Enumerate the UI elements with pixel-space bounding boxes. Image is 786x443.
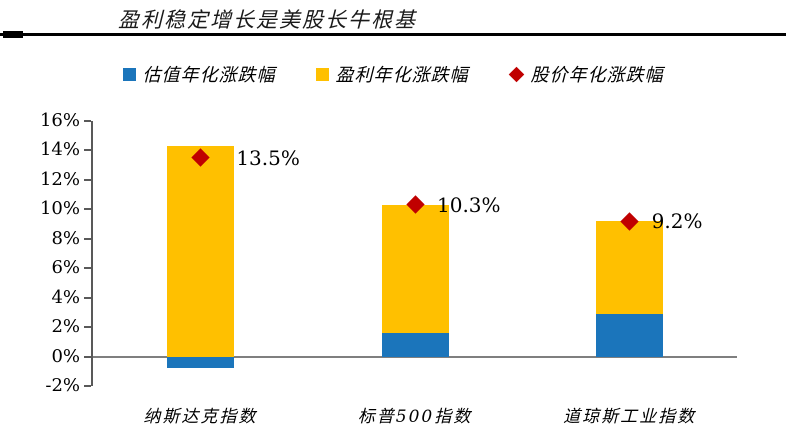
y-tick-mark (84, 208, 91, 211)
category-label: 标普500指数 (357, 407, 473, 427)
legend-label-price: 股价年化涨跌幅 (530, 65, 664, 86)
bar-segment-valuation (596, 313, 664, 357)
y-tick-mark (84, 120, 91, 122)
y-tick-label: 8% (51, 227, 80, 249)
legend-item-earnings: 盈利年化涨跌幅 (315, 61, 469, 87)
y-tick-label: 6% (51, 257, 80, 279)
bar-segment-valuation (166, 356, 234, 369)
price-label: 10.3% (437, 192, 501, 217)
y-tick-mark (84, 149, 91, 152)
y-tick-mark (84, 267, 91, 270)
y-tick-mark (84, 355, 91, 358)
bar-segment-earnings (596, 221, 664, 314)
y-tick-mark (84, 296, 91, 299)
price-label: 9.2% (651, 209, 703, 234)
price-label: 13.5% (236, 145, 300, 170)
legend-item-valuation: 估值年化涨跌幅 (122, 61, 276, 87)
y-tick-label: 16% (39, 110, 80, 131)
category-label: 道琼斯工业指数 (563, 407, 697, 427)
bar-segment-valuation (381, 333, 449, 357)
y-tick-label: 0% (51, 345, 80, 367)
blue-square-icon (122, 67, 136, 81)
bar-segment-earnings (381, 204, 449, 333)
y-tick-label: 4% (51, 286, 80, 308)
title-divider (0, 31, 786, 38)
chart-legend: 估值年化涨跌幅 盈利年化涨跌幅 股价年化涨跌幅 (0, 61, 786, 87)
y-axis-line (91, 121, 93, 386)
y-tick-label: 12% (39, 168, 80, 190)
y-tick-label: 2% (51, 316, 80, 338)
y-tick-label: -2% (45, 375, 80, 396)
legend-label-valuation: 估值年化涨跌幅 (142, 65, 276, 86)
bar-segment-earnings (166, 146, 234, 357)
chart-title: 盈利稳定增长是美股长牛根基 (118, 8, 417, 32)
y-tick-mark (84, 237, 91, 240)
y-tick-mark (84, 326, 91, 329)
y-tick-mark (84, 385, 91, 387)
title-divider-cap (3, 31, 23, 38)
y-tick-mark (84, 178, 91, 181)
yellow-square-icon (315, 67, 329, 81)
category-label: 纳斯达克指数 (143, 407, 258, 427)
y-tick-label: 14% (39, 139, 80, 161)
legend-label-earnings: 盈利年化涨跌幅 (335, 65, 469, 86)
legend-item-price: 股价年化涨跌幅 (508, 61, 664, 87)
y-tick-label: 10% (39, 198, 80, 220)
zero-line (93, 355, 737, 358)
